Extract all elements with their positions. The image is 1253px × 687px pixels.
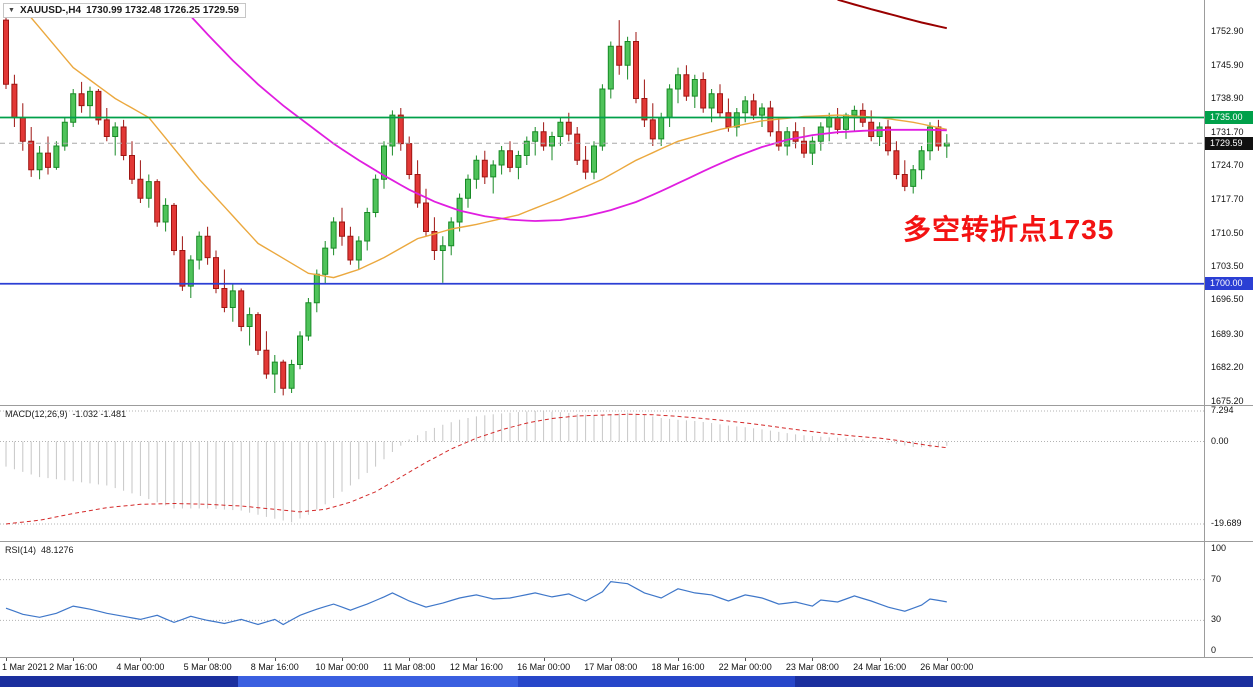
annotation-text[interactable]: 多空转折点1735 [903,214,1115,245]
price-tick-label: 1731.70 [1211,127,1244,138]
price-tick-label: 1717.70 [1211,193,1244,204]
price-badge: 1729.59 [1205,136,1253,150]
taskbar-window-segment[interactable] [238,676,518,687]
time-axis-label: 24 Mar 16:00 [853,662,907,672]
time-tick-mark [812,658,814,661]
price-tick-label: 1745.90 [1211,59,1244,70]
symbol-triangle-icon: ▼ [8,6,15,14]
time-axis-label: 22 Mar 00:00 [718,662,772,672]
time-axis-label: 16 Mar 00:00 [517,662,571,672]
time-axis-label: 1 Mar 2021 [2,662,48,672]
rsi-value: 48.1276 [41,545,74,555]
time-axis-label: 11 Mar 08:00 [383,662,436,672]
time-tick-mark [610,658,612,661]
price-tick-label: 1724.70 [1211,160,1244,171]
macd-scale-label: 0.00 [1211,435,1229,446]
time-tick-mark [543,658,545,661]
rsi-scale-label: 30 [1211,614,1222,625]
time-axis-label: 12 Mar 16:00 [449,662,503,672]
time-tick-mark [140,658,142,661]
price-axis[interactable]: 1752.90 1745.90 1738.90 1731.70 1724.70 1717.… [1205,0,1253,658]
macd-scale-label: -19.689 [1211,517,1242,528]
time-axis[interactable]: 1 Mar 2021 2 Mar 16:00 4 Mar 00:00 5 Mar 08… [0,658,1253,676]
chart-symbol-label: XAUUSD-,H4 [19,5,82,16]
candlestick-chart[interactable] [0,0,1253,658]
time-tick-mark [879,658,881,661]
price-tick-label: 1696.50 [1211,294,1244,305]
price-tick-label: 1703.50 [1211,261,1244,272]
time-axis-label: 8 Mar 16:00 [250,662,299,672]
macd-values: -1.032 -1.481 [72,409,127,419]
time-tick-mark [342,658,343,661]
time-tick-mark [73,658,75,661]
rsi-scale-label: 70 [1211,573,1222,584]
time-tick-mark [274,658,276,661]
time-tick-mark [678,658,679,661]
time-tick-mark [745,658,747,661]
time-axis-label: 26 Mar 00:00 [920,662,974,672]
chart-ohlc-values: 1730.99 1732.48 1726.25 1729.59 [86,5,239,16]
rsi-scale-label: 100 [1211,543,1227,553]
price-badge: 1700.00 [1205,277,1253,291]
price-tick-label: 1682.20 [1211,362,1244,373]
price-tick-label: 1675.20 [1211,395,1244,406]
time-tick-mark [207,658,209,661]
rsi-scale-label: 0 [1211,645,1217,655]
time-axis-label: 23 Mar 08:00 [785,662,839,672]
price-badge: 1735.00 [1205,111,1253,124]
macd-indicator-title: MACD(12,26,9) -1.032 -1.481 [5,409,126,419]
time-tick-mark [946,658,948,661]
taskbar-window-segment[interactable] [518,676,795,687]
time-tick-mark [409,658,411,661]
time-axis-label: 18 Mar 16:00 [651,662,705,672]
price-tick-label: 1689.30 [1211,328,1244,339]
chart-title: ▼ XAUUSD-,H4 1730.99 1732.48 1726.25 172… [3,3,246,18]
time-tick-mark [476,658,478,661]
price-tick-label: 1752.90 [1211,26,1244,37]
taskbar[interactable] [0,676,1253,687]
time-axis-label: 2 Mar 16:00 [49,662,98,672]
price-tick-label: 1710.50 [1211,227,1244,238]
time-axis-label: 10 Mar 00:00 [315,662,369,672]
macd-scale-label: 7.294 [1211,404,1234,415]
rsi-indicator-title: RSI(14) 48.1276 [5,545,74,555]
rsi-label: RSI(14) [5,545,37,555]
time-axis-label: 17 Mar 08:00 [584,662,638,672]
time-tick-mark [6,658,7,661]
price-tick-label: 1738.90 [1211,92,1244,103]
time-axis-label: 4 Mar 00:00 [116,662,165,672]
time-axis-label: 5 Mar 08:00 [183,662,232,672]
macd-label: MACD(12,26,9) [5,409,68,419]
